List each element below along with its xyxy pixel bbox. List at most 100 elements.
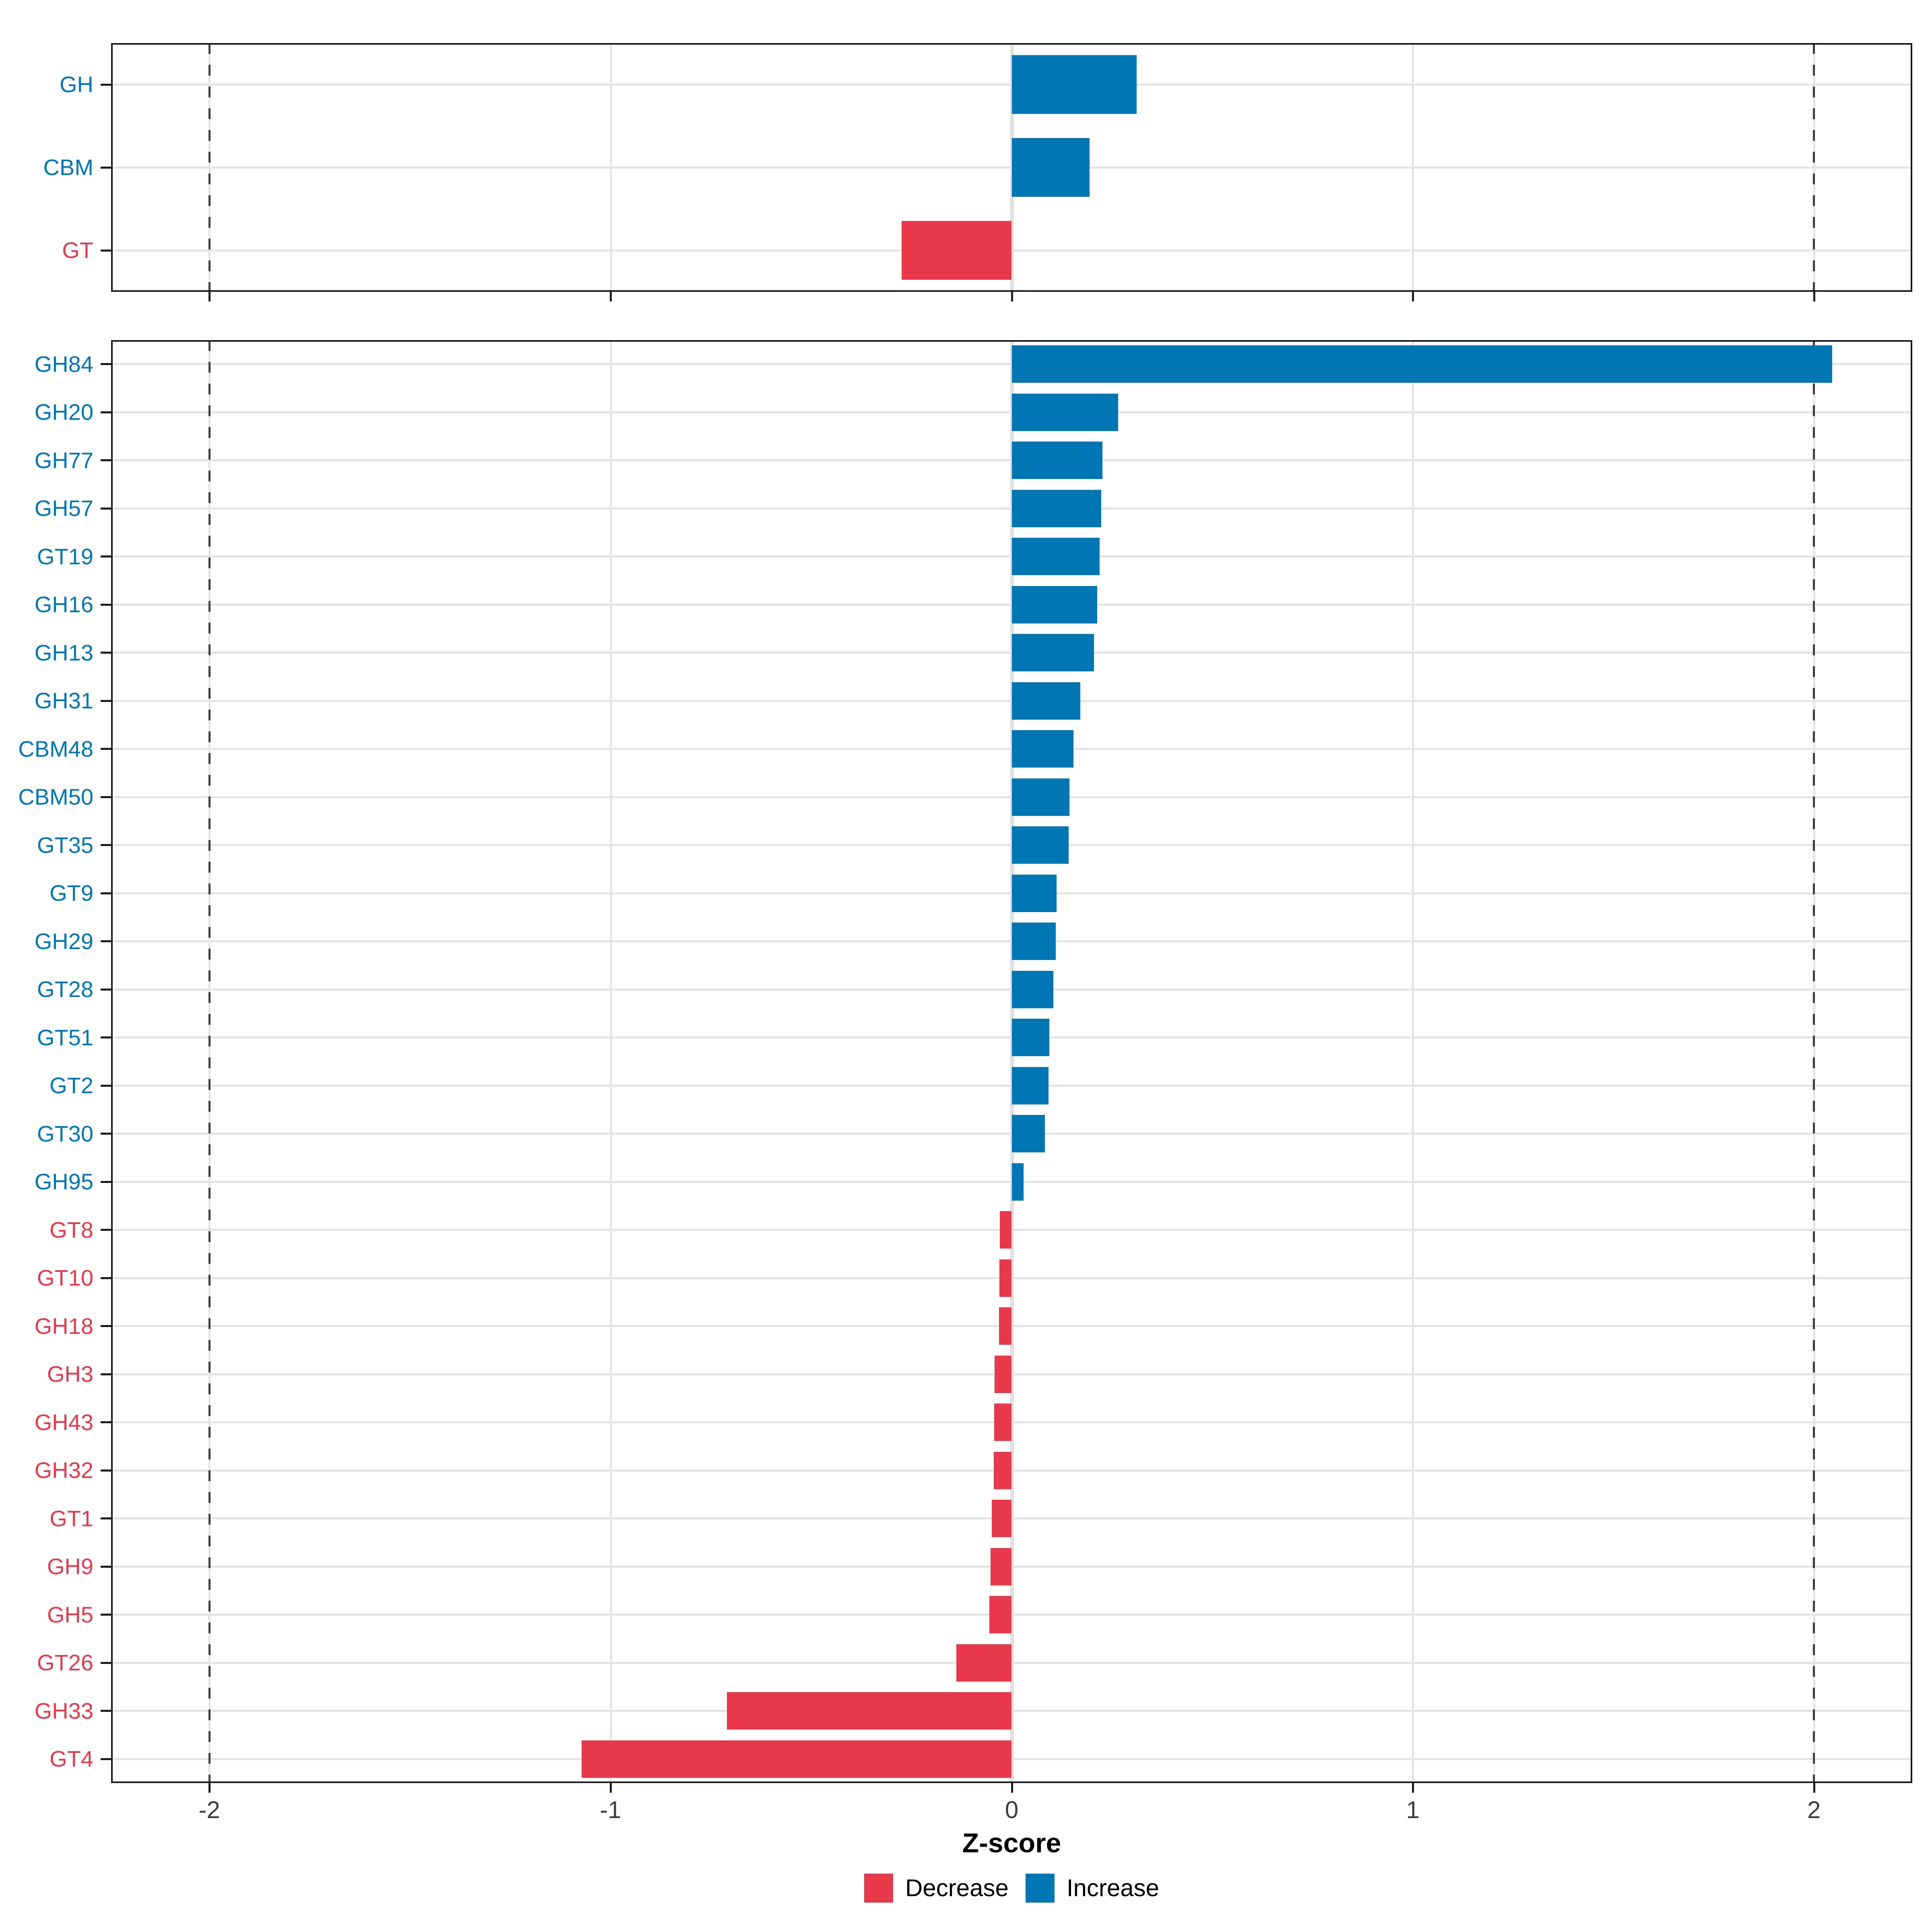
category-label-CBM50: CBM50 — [18, 784, 93, 810]
category-label-GT8: GT8 — [50, 1217, 93, 1243]
y-axis-tick — [101, 700, 111, 702]
gridline — [111, 1421, 1912, 1424]
bar-GT9 — [1011, 874, 1057, 912]
bar-GT2 — [1011, 1067, 1049, 1104]
category-label-GH: GH — [60, 72, 93, 97]
category-label-GH9: GH9 — [47, 1554, 93, 1579]
category-label-GT9: GT9 — [50, 880, 93, 906]
category-label-GH16: GH16 — [34, 592, 93, 617]
y-axis-tick — [101, 411, 111, 413]
bar-GH9 — [990, 1548, 1012, 1585]
x-tick-label: -2 — [198, 1796, 220, 1823]
y-axis-tick — [101, 1421, 111, 1424]
x-axis-tick — [1011, 1783, 1013, 1793]
gridline — [1010, 340, 1014, 1783]
dashed-reference-line — [1813, 43, 1815, 292]
gridline — [111, 1662, 1912, 1664]
bar-GH13 — [1011, 634, 1094, 672]
bar-GH31 — [1011, 682, 1080, 720]
y-axis-tick — [101, 166, 111, 169]
y-axis-tick — [101, 1565, 111, 1568]
y-axis-tick — [101, 459, 111, 462]
y-axis-tick — [101, 1084, 111, 1087]
bar-GH57 — [1011, 489, 1101, 527]
category-label-GH31: GH31 — [34, 688, 93, 714]
category-label-GT19: GT19 — [37, 543, 93, 569]
bar-GT1 — [991, 1500, 1012, 1538]
y-axis-tick — [101, 1373, 111, 1375]
y-axis-tick — [101, 652, 111, 654]
legend-item-increase: Increase — [1025, 1874, 1159, 1903]
y-axis-tick — [101, 1710, 111, 1712]
bar-GT8 — [999, 1211, 1012, 1249]
bar-GH16 — [1011, 586, 1097, 623]
category-label-GH32: GH32 — [34, 1457, 93, 1483]
y-axis-tick — [101, 1181, 111, 1183]
y-axis-tick — [101, 507, 111, 510]
category-label-GT30: GT30 — [37, 1121, 93, 1146]
y-axis-tick — [101, 748, 111, 750]
bar-GT10 — [999, 1259, 1012, 1297]
dashed-reference-line — [1813, 340, 1815, 1783]
x-tick-label: -1 — [600, 1796, 621, 1823]
x-axis-tick — [1011, 292, 1013, 301]
bar-GT19 — [1011, 538, 1100, 576]
gridline — [609, 340, 612, 1783]
x-axis-tick — [1813, 292, 1815, 301]
bar-GT26 — [956, 1644, 1012, 1682]
bar-CBM50 — [1011, 778, 1070, 816]
y-axis-tick — [101, 1229, 111, 1231]
y-axis-tick — [101, 988, 111, 991]
bar-GH20 — [1011, 393, 1118, 431]
bar-CBM — [1011, 138, 1090, 197]
bar-GH84 — [1011, 345, 1832, 383]
y-axis-tick — [101, 1036, 111, 1039]
y-axis-tick — [101, 555, 111, 558]
bar-GH43 — [994, 1404, 1012, 1441]
category-label-CBM48: CBM48 — [18, 736, 93, 762]
gridline — [111, 1229, 1912, 1231]
y-axis-tick — [101, 940, 111, 943]
category-label-GH43: GH43 — [34, 1409, 93, 1435]
bar-GT28 — [1011, 970, 1054, 1008]
gridline — [111, 249, 1912, 252]
legend-swatch-increase — [1025, 1874, 1055, 1903]
bar-GT4 — [582, 1740, 1012, 1778]
y-axis-tick — [101, 1325, 111, 1327]
category-label-GT: GT — [62, 237, 93, 263]
x-axis-tick — [609, 1783, 612, 1793]
category-label-GH13: GH13 — [34, 640, 93, 665]
gridline — [111, 1517, 1912, 1520]
y-axis-tick — [101, 603, 111, 606]
category-label-GT28: GT28 — [37, 976, 93, 1002]
legend-label: Increase — [1066, 1874, 1159, 1901]
bar-GH29 — [1011, 923, 1056, 960]
y-axis-tick — [101, 1517, 111, 1520]
category-label-GH3: GH3 — [47, 1361, 93, 1387]
x-axis-tick — [208, 1783, 211, 1793]
bar-GT35 — [1011, 826, 1069, 864]
y-axis-tick — [101, 249, 111, 252]
dashed-reference-line — [208, 43, 211, 292]
y-axis-tick — [101, 1662, 111, 1664]
dashed-reference-line — [208, 340, 211, 1783]
gridline — [111, 1565, 1912, 1568]
x-axis-tick — [208, 292, 211, 301]
category-label-GT1: GT1 — [50, 1505, 93, 1531]
y-axis-tick — [101, 1469, 111, 1472]
category-label-GT10: GT10 — [37, 1265, 93, 1291]
top-panel — [111, 43, 1912, 292]
y-axis-tick — [101, 83, 111, 86]
category-label-CBM: CBM — [43, 155, 93, 180]
y-axis-tick — [101, 363, 111, 365]
bar-GH32 — [993, 1451, 1012, 1489]
category-label-GH20: GH20 — [34, 399, 93, 425]
category-label-GH18: GH18 — [34, 1313, 93, 1339]
category-label-GH95: GH95 — [34, 1169, 93, 1195]
x-tick-label: 1 — [1406, 1796, 1420, 1823]
gridline — [111, 1277, 1912, 1279]
bar-GH5 — [989, 1596, 1012, 1634]
x-tick-label: 2 — [1807, 1796, 1821, 1823]
category-label-GH77: GH77 — [34, 447, 93, 473]
bar-GT30 — [1011, 1115, 1045, 1153]
